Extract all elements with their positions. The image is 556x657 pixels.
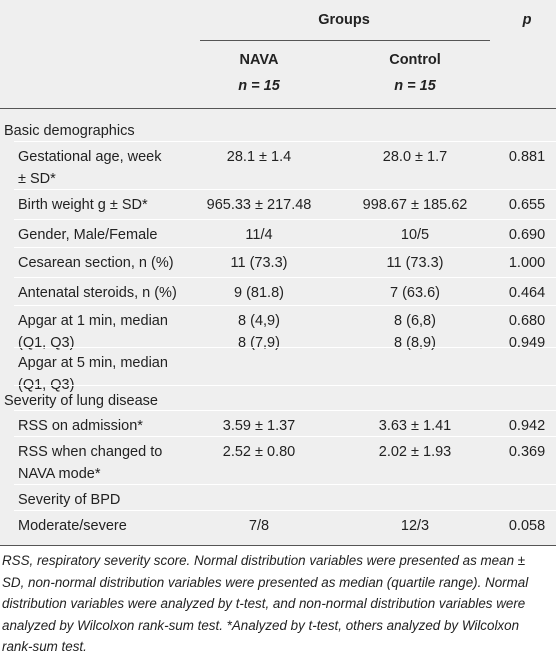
cell-value: 9 (81.8)	[234, 285, 284, 301]
row-label: Birth weight g ± SD*	[18, 197, 148, 213]
cell-value: 2.02 ± 1.93	[378, 444, 452, 460]
row-label: Apgar at 1 min, median	[18, 313, 168, 329]
cell-value: 12/3	[400, 518, 430, 534]
cell-value: 11/4	[245, 227, 273, 243]
row-label: NAVA mode*	[18, 465, 101, 482]
row-separator	[14, 436, 556, 437]
row-separator	[14, 247, 556, 248]
row-separator	[14, 305, 556, 306]
column-n: n = 15	[238, 78, 280, 94]
row-separator	[14, 385, 556, 386]
p-value: 0.369	[508, 444, 546, 460]
row-label: RSS when changed to	[18, 444, 163, 460]
table: Groups p NAVA n = 15 Control n = 15 Basic de…	[0, 0, 556, 546]
row-separator	[14, 141, 556, 142]
row-label: Moderate/severe	[18, 518, 127, 534]
p-value: 0.655	[508, 197, 546, 213]
p-value: 0.942	[508, 418, 546, 434]
section-label: Severity of lung disease	[4, 393, 158, 409]
cell-value: 3.59 ± 1.37	[222, 418, 296, 434]
cell-value: 28.1 ± 1.4	[226, 149, 292, 165]
cell-value: 8 (8,9)	[394, 334, 436, 351]
cell-value: 7 (63.6)	[390, 285, 440, 301]
footnote-line: analyzed by Wilcolxon rank-sum test. *An…	[2, 617, 520, 633]
column-header: NAVA	[239, 52, 279, 68]
row-separator	[14, 277, 556, 278]
row-label: Antenatal steroids, n (%)	[18, 285, 177, 301]
cell-value: 965.33 ± 217.48	[206, 197, 312, 213]
rule	[0, 545, 556, 546]
cell-value: 10/5	[400, 227, 430, 243]
p-value: 0.690	[508, 227, 546, 243]
p-value: 1.000	[508, 255, 546, 271]
row-label: Apgar at 5 min, median	[18, 355, 168, 371]
cell-value: 8 (7,9)	[238, 334, 280, 351]
cell-value: 8 (6,8)	[394, 313, 436, 329]
footnote-line: SD, non-normal distribution variables we…	[2, 574, 529, 590]
cell-value: 8 (4,9)	[238, 313, 280, 329]
row-separator	[14, 510, 556, 511]
row-label: ± SD*	[18, 170, 56, 187]
row-separator	[14, 484, 556, 485]
footnote-line: rank-sum test.	[2, 639, 87, 654]
p-value: 0.464	[508, 285, 546, 301]
column-n: n = 15	[394, 78, 436, 94]
cell-value: 11 (73.3)	[386, 255, 444, 271]
cell-value: 3.63 ± 1.41	[378, 418, 452, 434]
p-value: 0.949	[508, 334, 546, 351]
rule	[0, 108, 556, 109]
cell-value: 28.0 ± 1.7	[382, 149, 448, 165]
row-label: Gestational age, week	[18, 149, 162, 165]
p-value: 0.881	[508, 149, 546, 165]
row-label: Severity of BPD	[18, 492, 121, 508]
footnote-line: RSS, respiratory severity score. Normal …	[2, 553, 526, 568]
p-value: 0.680	[508, 313, 546, 329]
row-label: (Q1, Q3)	[18, 376, 75, 393]
column-header: Control	[389, 52, 441, 68]
row-separator	[14, 347, 556, 348]
p-header: p	[522, 12, 532, 28]
row-label: Gender, Male/Female	[18, 227, 158, 243]
row-label: Cesarean section, n (%)	[18, 255, 174, 271]
cell-value: 7/8	[248, 518, 270, 534]
row-label: (Q1, Q3)	[18, 334, 75, 351]
cell-value: 2.52 ± 0.80	[222, 444, 296, 460]
p-value: 0.058	[508, 518, 546, 534]
cell-value: 11 (73.3)	[230, 255, 288, 271]
section-label: Basic demographics	[4, 123, 135, 139]
row-separator	[14, 189, 556, 190]
cell-value: 998.67 ± 185.62	[362, 197, 468, 213]
row-separator	[14, 410, 556, 411]
footnote-line: distribution variables were analyzed by …	[2, 596, 526, 611]
row-separator	[14, 219, 556, 220]
groups-header: Groups	[318, 12, 370, 28]
rule	[200, 40, 490, 41]
row-label: RSS on admission*	[18, 418, 143, 434]
